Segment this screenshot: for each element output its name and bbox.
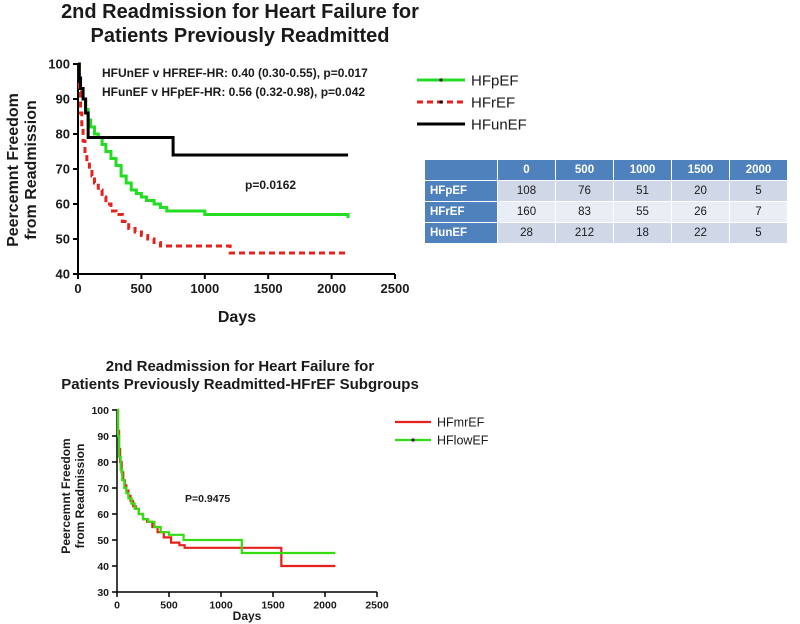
y-tick-label: 60 bbox=[97, 509, 109, 521]
top-chart-series bbox=[77, 62, 350, 255]
legend-label-hflowef: HFlowEF bbox=[437, 434, 489, 448]
y-tick-label: 80 bbox=[97, 457, 109, 469]
bottom-y-axis-label-line1: Peercemnt Freedom bbox=[59, 438, 73, 553]
y-tick-label: 50 bbox=[56, 232, 70, 247]
top-x-axis-label: Days bbox=[218, 309, 256, 326]
table-column-header: 1500 bbox=[671, 159, 730, 181]
table-row: HunEF 28 212 18 22 5 bbox=[424, 222, 788, 244]
legend-label-hfpef: HFpEF bbox=[471, 72, 519, 89]
y-tick-label: 90 bbox=[97, 431, 109, 443]
table-row: HFpEF 108 76 51 20 5 bbox=[424, 180, 788, 202]
table-cell: 26 bbox=[671, 201, 730, 223]
table-cell: 83 bbox=[555, 201, 614, 223]
p-value-annotation-top: p=0.0162 bbox=[245, 178, 296, 192]
top-chart-legend: HFpEF HFrEF HFunEF bbox=[417, 72, 527, 133]
bottom-chart-series bbox=[116, 408, 336, 568]
table-row: HFrEF 160 83 55 26 7 bbox=[424, 201, 788, 223]
hazard-ratio-annotation-1: HFUnEF v HFREF-HR: 0.40 (0.30-0.55), p=0… bbox=[102, 66, 368, 80]
chart-title-bottom: 2nd Readmission for Heart Failure for Pa… bbox=[0, 358, 480, 395]
top-y-axis-label-line1: Peercemnt Freedom bbox=[5, 93, 22, 247]
table-column-header: 0 bbox=[497, 159, 556, 181]
legend-marker-hfpef bbox=[439, 78, 443, 82]
chart-title-top-line1: 2nd Readmission for Heart Failure for bbox=[61, 1, 419, 23]
y-tick-label: 50 bbox=[97, 535, 109, 547]
legend-marker-hfref bbox=[439, 100, 443, 104]
y-tick-label: 100 bbox=[48, 57, 70, 72]
table-row-label: HunEF bbox=[424, 222, 498, 244]
table-cell: 28 bbox=[497, 222, 556, 244]
table-header-row: 0 500 1000 1500 2000 bbox=[424, 159, 788, 181]
x-tick-label: 1000 bbox=[209, 600, 233, 612]
y-tick-label: 60 bbox=[56, 197, 70, 212]
bottom-x-axis-label: Days bbox=[233, 609, 262, 623]
legend-label-hfunef: HFunEF bbox=[471, 116, 527, 133]
table-cell: 5 bbox=[729, 180, 788, 202]
table-cell: 212 bbox=[555, 222, 614, 244]
chart-title-top-line2: Patients Previously Readmitted bbox=[90, 25, 390, 48]
table-cell: 108 bbox=[497, 180, 556, 202]
legend-marker-hflowef bbox=[411, 438, 415, 442]
y-tick-label: 30 bbox=[97, 587, 109, 599]
y-tick-label: 70 bbox=[56, 162, 70, 177]
x-tick-label: 1500 bbox=[261, 600, 285, 612]
table-cell: 51 bbox=[613, 180, 672, 202]
top-y-axis-label-line2: from Readmission bbox=[23, 100, 40, 240]
y-tick-label: 40 bbox=[56, 267, 70, 282]
x-tick-label: 0 bbox=[74, 281, 81, 296]
legend-label-hfref: HFrEF bbox=[471, 94, 515, 111]
table-corner-cell bbox=[424, 159, 498, 181]
series-line-hfref bbox=[77, 62, 349, 255]
x-tick-label: 1000 bbox=[190, 281, 219, 296]
table-column-header: 1000 bbox=[613, 159, 672, 181]
bottom-y-axis-label-line2: from Readmission bbox=[73, 444, 87, 549]
x-tick-label: 1500 bbox=[254, 281, 283, 296]
table-cell: 76 bbox=[555, 180, 614, 202]
numbers-at-risk-table: 0 500 1000 1500 2000 HFpEF 108 76 51 20 … bbox=[424, 159, 788, 244]
table-cell: 5 bbox=[729, 222, 788, 244]
table-row-label: HFrEF bbox=[424, 201, 498, 223]
table-cell: 7 bbox=[729, 201, 788, 223]
table-cell: 22 bbox=[671, 222, 730, 244]
table-cell: 18 bbox=[613, 222, 672, 244]
hazard-ratio-annotation-2: HFunEF v HFpEF-HR: 0.56 (0.32-0.98), p=0… bbox=[102, 85, 365, 99]
x-tick-label: 500 bbox=[160, 600, 178, 612]
y-tick-label: 80 bbox=[56, 127, 70, 142]
legend-label-hfmref: HFmrEF bbox=[437, 416, 485, 430]
y-tick-label: 100 bbox=[91, 405, 109, 417]
table-cell: 55 bbox=[613, 201, 672, 223]
series-line-hfmref bbox=[116, 408, 336, 568]
x-tick-label: 2000 bbox=[317, 281, 346, 296]
x-tick-label: 2000 bbox=[313, 600, 337, 612]
y-tick-label: 40 bbox=[97, 561, 109, 573]
chart-title-bottom-line2: Patients Previously Readmitted-HFrEF Sub… bbox=[61, 376, 419, 394]
x-tick-label: 500 bbox=[131, 281, 153, 296]
x-tick-label: 2500 bbox=[381, 281, 410, 296]
series-line-hflowef bbox=[116, 408, 336, 555]
table-cell: 160 bbox=[497, 201, 556, 223]
table-column-header: 2000 bbox=[729, 159, 788, 181]
chart-title-bottom-line1: 2nd Readmission for Heart Failure for bbox=[105, 358, 375, 375]
p-value-annotation-bottom: P=0.9475 bbox=[185, 493, 230, 505]
chart-title-top: 2nd Readmission for Heart Failure for Pa… bbox=[0, 0, 480, 49]
x-tick-label: 0 bbox=[114, 600, 120, 612]
y-tick-label: 70 bbox=[97, 483, 109, 495]
series-line-hfunef bbox=[77, 62, 349, 157]
bottom-chart-legend: HFmrEF HFlowEF bbox=[395, 416, 489, 448]
x-tick-label: 2500 bbox=[365, 600, 389, 612]
table-row-label: HFpEF bbox=[424, 180, 498, 202]
table-column-header: 500 bbox=[555, 159, 614, 181]
table-cell: 20 bbox=[671, 180, 730, 202]
y-tick-label: 90 bbox=[56, 92, 70, 107]
